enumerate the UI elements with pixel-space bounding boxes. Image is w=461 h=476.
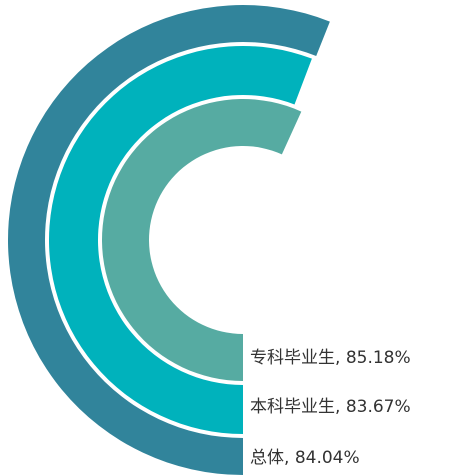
category-name: 专科毕业生 (250, 348, 335, 368)
data-label: 专科毕业生, 85.18% (250, 348, 411, 368)
separator: , (284, 448, 295, 468)
value-label: 85.18% (346, 348, 411, 368)
radial-bar (101, 98, 302, 381)
category-name: 本科毕业生 (250, 397, 335, 417)
category-name: 总体 (250, 448, 284, 468)
separator: , (335, 348, 346, 368)
separator: , (335, 397, 346, 417)
radial-bar (48, 45, 312, 435)
data-label: 总体, 84.04% (250, 448, 360, 468)
value-label: 83.67% (346, 397, 411, 417)
data-label: 本科毕业生, 83.67% (250, 397, 411, 417)
value-label: 84.04% (295, 448, 360, 468)
